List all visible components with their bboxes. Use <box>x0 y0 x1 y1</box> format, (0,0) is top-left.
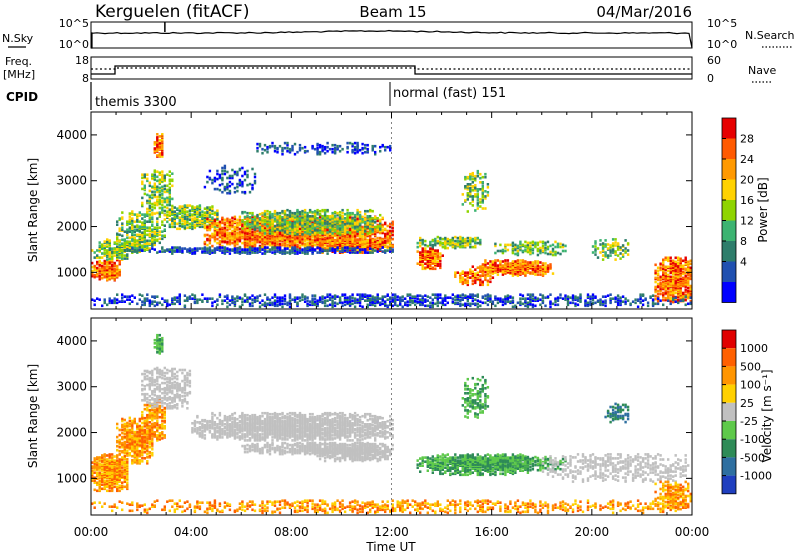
freq-panel: 18 8 60 0 Freq. [MHz] Nave <box>3 54 776 85</box>
xtick-label: 04:00 <box>174 525 209 539</box>
velocity-ylabel: Slant Range [km] <box>26 364 40 468</box>
colorbar-segment <box>722 457 736 476</box>
colorbar-tick-label: -500 <box>740 451 765 464</box>
colorbar-tick-label: 24 <box>740 153 754 166</box>
xtick-label: 20:00 <box>575 525 610 539</box>
power-ylabel: Slant Range [km] <box>26 158 40 262</box>
colorbar-tick-label: 28 <box>740 133 754 146</box>
colorbar-tick-label: 25 <box>740 397 754 410</box>
ytick-label: 2000 <box>56 220 87 234</box>
colorbar-segment <box>722 402 736 421</box>
date-title: 04/Mar/2016 <box>596 3 692 21</box>
freq-unit: [MHz] <box>3 68 35 81</box>
colorbar-segment <box>722 138 736 159</box>
colorbar-segment <box>722 475 736 494</box>
xtick-label: 00:00 <box>675 525 710 539</box>
colorbar-tick-label: 500 <box>740 360 761 373</box>
power-colorbar: 28 24 20 16 12 8 4 <box>721 117 754 303</box>
nsky-label: N.Sky <box>2 32 34 45</box>
ytick-label: 4000 <box>56 128 87 142</box>
nsky-panel: 10^5 10^0 10^5 10^0 N.Sky N.Search <box>2 17 795 51</box>
colorbar-segment <box>722 159 736 180</box>
station-title: Kerguelen (fitACF) <box>95 2 249 22</box>
xtick-label: 00:00 <box>74 525 109 539</box>
colorbar-segment <box>722 348 736 367</box>
colorbar-tick-label: 16 <box>740 194 754 207</box>
time-axis-label: Time UT <box>365 540 416 554</box>
cpid-row: CPID themis 3300 normal (fast) 151 <box>6 82 506 110</box>
xtick-label: 12:00 <box>374 525 409 539</box>
ytick-label: 1000 <box>56 265 87 279</box>
xtick-label: 08:00 <box>274 525 309 539</box>
colorbar-segment <box>722 261 736 282</box>
freq-trace <box>91 65 692 75</box>
velocity-colorbar-label: Velocity [m s⁻¹] <box>760 369 774 462</box>
xtick-label: 16:00 <box>474 525 509 539</box>
cpid-entry-1: normal (fast) 151 <box>393 86 506 101</box>
velocity-cells <box>91 318 692 515</box>
colorbar-segment <box>722 439 736 458</box>
nave-tick-top: 60 <box>707 54 721 67</box>
colorbar-segment <box>722 220 736 241</box>
power-panel: 4000 3000 2000 1000 Slant Range [km] 28 24 20… <box>26 111 770 310</box>
colorbar-tick-label: 4 <box>740 256 747 269</box>
colorbar-segment <box>722 384 736 403</box>
velocity-panel: 4000 3000 2000 1000 Slant Range [km] 1000 50… <box>26 317 774 516</box>
power-colorbar-label: Power [dB] <box>756 177 770 242</box>
freq-tick-top: 18 <box>75 54 89 67</box>
nave-trace <box>91 67 692 70</box>
colorbar-tick-label: 1000 <box>740 342 768 355</box>
colorbar-segment <box>722 282 736 303</box>
cpid-entry-0: themis 3300 <box>95 95 177 110</box>
power-cells <box>91 112 692 309</box>
colorbar-tick-label: 8 <box>740 235 747 248</box>
beam-title: Beam 15 <box>359 3 426 21</box>
ytick-label: 3000 <box>56 174 87 188</box>
cpid-label: CPID <box>6 90 38 104</box>
colorbar-segment <box>722 330 736 349</box>
ytick-label: 3000 <box>56 380 87 394</box>
ytick-label: 4000 <box>56 334 87 348</box>
ytick-label: 1000 <box>56 471 87 485</box>
colorbar-tick-label: -1000 <box>740 470 772 483</box>
colorbar-segment <box>722 366 736 385</box>
nsearch-label: N.Search <box>745 29 795 42</box>
nsky-tick-top: 10^5 <box>59 17 89 30</box>
nave-label: Nave <box>748 64 776 77</box>
velocity-colorbar: 1000 500 100 25 -25 -100 -500 -1000 <box>721 329 772 495</box>
nave-tick-bottom: 0 <box>707 72 714 85</box>
colorbar-tick-label: -25 <box>740 415 758 428</box>
colorbar-tick-label: 12 <box>740 215 754 228</box>
colorbar-segment <box>722 118 736 139</box>
colorbar-segment <box>722 179 736 200</box>
nsky-tick-bottom: 10^0 <box>59 38 89 51</box>
nsearch-tick-top: 10^5 <box>707 17 737 30</box>
colorbar-tick-label: -100 <box>740 433 765 446</box>
nsky-trace <box>91 29 693 49</box>
colorbar-tick-label: 20 <box>740 174 754 187</box>
ytick-label: 2000 <box>56 426 87 440</box>
freq-tick-bottom: 8 <box>82 72 89 85</box>
freq-label: Freq. <box>5 55 32 68</box>
colorbar-tick-label: 100 <box>740 379 761 392</box>
colorbar-segment <box>722 241 736 262</box>
colorbar-segment <box>722 421 736 440</box>
nsearch-tick-bottom: 10^0 <box>707 38 737 51</box>
colorbar-segment <box>722 200 736 221</box>
time-axis: 00:00 04:00 08:00 12:00 16:00 20:00 00:00 <box>74 525 710 539</box>
